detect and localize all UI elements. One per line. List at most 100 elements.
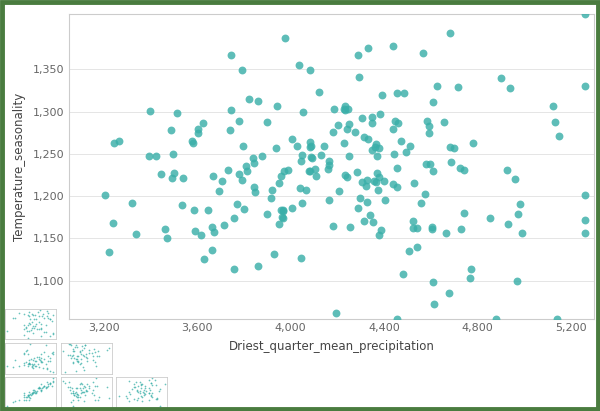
Point <box>104 345 114 351</box>
Point <box>76 360 85 367</box>
Point <box>373 152 382 159</box>
Point <box>137 393 146 399</box>
Point <box>25 395 35 402</box>
Point <box>178 201 187 208</box>
Point <box>31 316 41 322</box>
Point <box>25 389 34 395</box>
Point <box>254 98 263 105</box>
Point <box>40 348 49 355</box>
Point <box>277 207 286 213</box>
Point <box>28 390 37 397</box>
Point <box>73 392 83 398</box>
Point <box>28 357 38 363</box>
Point <box>278 215 288 221</box>
Point <box>446 144 455 150</box>
Point <box>66 342 76 349</box>
Point <box>226 107 236 114</box>
Point <box>76 387 85 393</box>
Point <box>82 387 91 394</box>
Point <box>19 397 28 404</box>
Point <box>42 308 52 315</box>
Point <box>146 379 156 386</box>
Point <box>31 390 41 396</box>
Point <box>92 352 102 359</box>
Point <box>77 389 86 395</box>
Point <box>42 365 52 372</box>
Point <box>580 230 589 236</box>
Point <box>127 200 136 206</box>
Point <box>60 369 70 376</box>
Point <box>422 118 431 125</box>
Point <box>19 360 29 366</box>
Point <box>328 129 338 135</box>
Point <box>356 195 365 202</box>
Point <box>70 343 80 350</box>
Point <box>47 383 57 390</box>
Point <box>75 385 85 391</box>
Point <box>194 125 203 132</box>
Point <box>25 316 34 322</box>
Point <box>19 311 29 318</box>
Point <box>235 171 244 177</box>
Point <box>83 355 92 362</box>
Point <box>82 388 91 394</box>
Point <box>361 182 370 189</box>
Point <box>29 355 38 361</box>
Point <box>22 393 32 400</box>
Point <box>369 178 379 185</box>
Point <box>392 315 402 322</box>
Point <box>133 382 143 389</box>
Point <box>377 91 387 98</box>
Point <box>80 383 90 390</box>
Point <box>45 358 55 365</box>
Point <box>76 351 86 357</box>
Point <box>21 348 31 354</box>
Point <box>68 346 77 353</box>
Point <box>188 140 198 146</box>
Point <box>22 325 31 331</box>
Point <box>36 387 46 393</box>
Point <box>267 187 277 194</box>
Point <box>468 140 478 147</box>
Point <box>225 126 235 133</box>
Point <box>36 326 46 332</box>
Point <box>31 323 40 329</box>
Point <box>428 279 438 285</box>
Point <box>29 312 38 318</box>
Point <box>278 208 288 215</box>
Point <box>44 381 53 388</box>
Point <box>72 352 82 359</box>
Point <box>34 356 44 362</box>
Point <box>48 312 58 319</box>
Point <box>124 397 134 404</box>
Point <box>178 175 188 182</box>
Point <box>44 310 53 316</box>
Point <box>88 387 97 394</box>
Point <box>78 385 88 391</box>
Point <box>31 321 41 328</box>
Point <box>144 377 154 383</box>
Point <box>199 256 209 263</box>
Point <box>41 383 51 390</box>
Point <box>68 388 77 395</box>
Point <box>553 315 562 322</box>
Point <box>441 230 451 236</box>
Point <box>8 315 18 321</box>
Point <box>238 142 248 149</box>
Point <box>304 168 314 174</box>
Point <box>24 313 34 319</box>
Point <box>427 224 437 231</box>
Point <box>11 314 20 321</box>
Point <box>219 222 229 229</box>
Point <box>69 392 79 398</box>
Point <box>85 347 94 353</box>
Point <box>343 125 352 132</box>
Point <box>310 166 320 172</box>
Point <box>28 389 38 395</box>
Point <box>406 143 415 149</box>
Point <box>190 228 200 234</box>
Point <box>373 187 383 194</box>
Point <box>79 398 88 404</box>
Point <box>109 139 119 146</box>
Point <box>73 394 82 401</box>
